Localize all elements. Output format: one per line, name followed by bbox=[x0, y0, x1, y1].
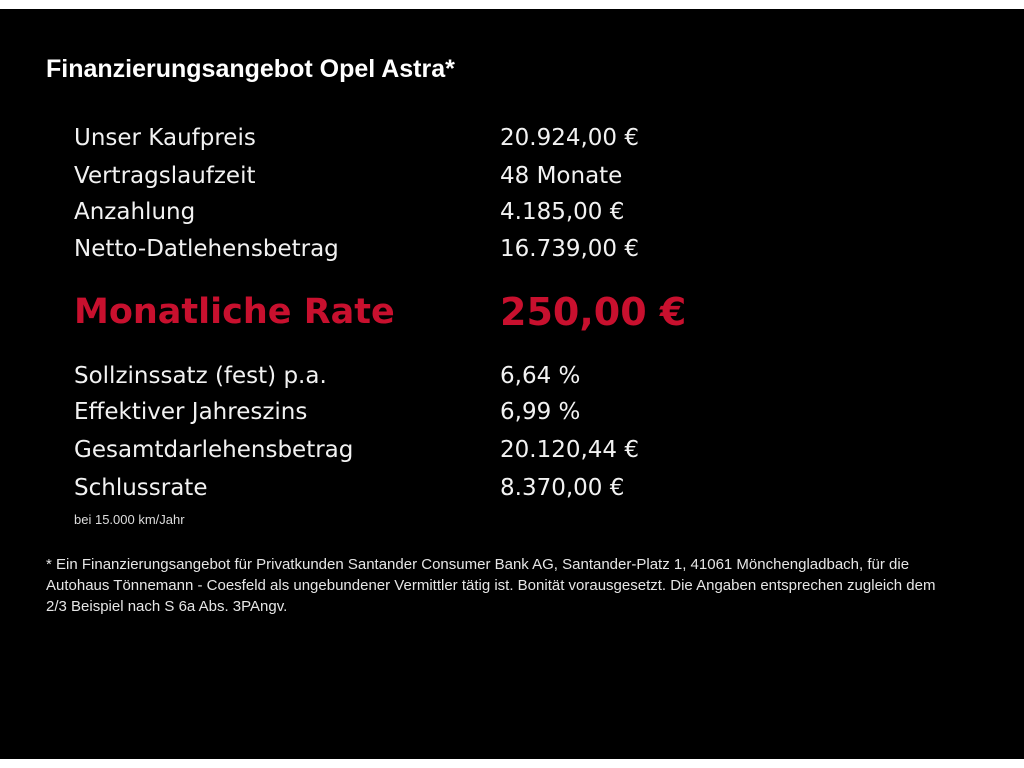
mileage-note: bei 15.000 km/Jahr bbox=[74, 512, 185, 527]
row-label: Unser Kaufpreis bbox=[74, 125, 256, 151]
row-value: 48 Monate bbox=[500, 163, 623, 189]
row-label: Anzahlung bbox=[74, 199, 196, 225]
rate-label: Monatliche Rate bbox=[74, 292, 395, 332]
row-label: Vertragslaufzeit bbox=[74, 163, 256, 189]
row-label: Netto-Datlehensbetrag bbox=[74, 236, 339, 262]
rate-value: 250,00 € bbox=[500, 290, 687, 334]
row-label: Sollzinssatz (fest) p.a. bbox=[74, 363, 327, 389]
footnote: * Ein Finanzierungsangebot für Privatkun… bbox=[46, 556, 936, 615]
finance-offer-slide: Finanzierungsangebot Opel Astra* Unser K… bbox=[0, 9, 1024, 759]
row-value: 20.120,44 € bbox=[500, 437, 639, 463]
page-title: Finanzierungsangebot Opel Astra* bbox=[46, 55, 455, 83]
row-value: 20.924,00 € bbox=[500, 125, 639, 151]
row-value: 6,64 % bbox=[500, 363, 581, 389]
row-value: 16.739,00 € bbox=[500, 236, 639, 262]
row-value: 6,99 % bbox=[500, 399, 581, 425]
row-label: Effektiver Jahreszins bbox=[74, 399, 308, 425]
row-value: 4.185,00 € bbox=[500, 199, 625, 225]
row-label: Schlussrate bbox=[74, 475, 208, 501]
row-label: Gesamtdarlehensbetrag bbox=[74, 437, 354, 463]
row-value: 8.370,00 € bbox=[500, 475, 625, 501]
